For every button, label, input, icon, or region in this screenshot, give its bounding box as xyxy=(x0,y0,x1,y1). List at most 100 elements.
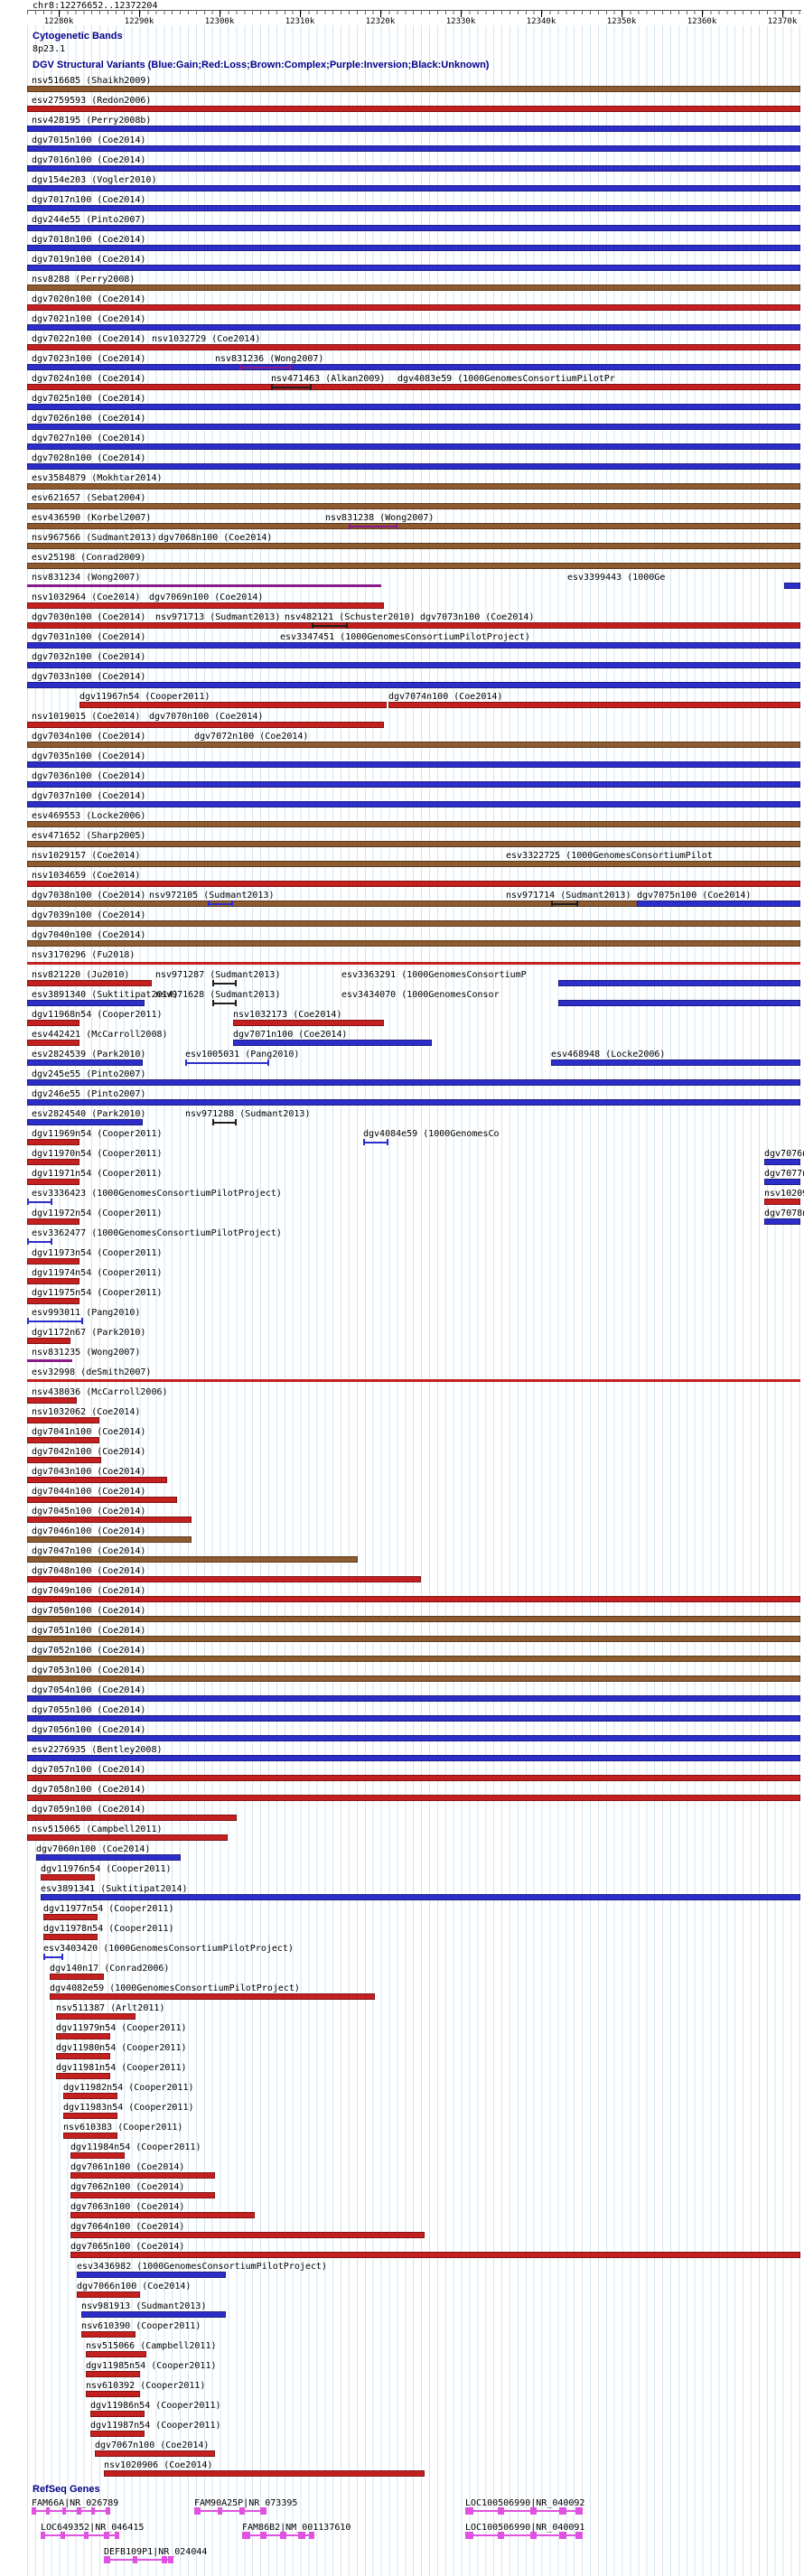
variant-bar[interactable] xyxy=(81,2331,136,2338)
variant-bar[interactable] xyxy=(27,1020,79,1026)
variant-label[interactable]: dgv7071n100 (Coe2014) xyxy=(233,1030,348,1040)
variant-label[interactable]: esv2276935 (Bentley2008) xyxy=(32,1745,163,1755)
variant-label[interactable]: dgv154e203 (Vogler2010) xyxy=(32,175,157,185)
gene-exon[interactable] xyxy=(465,2507,473,2515)
variant-label[interactable]: dgv7016n100 (Coe2014) xyxy=(32,155,146,165)
variant-label[interactable]: dgv11985n54 (Cooper2011) xyxy=(86,2361,217,2371)
variant-label[interactable]: dgv7027n100 (Coe2014) xyxy=(32,434,146,443)
variant-bar[interactable] xyxy=(27,1338,70,1344)
variant-bar[interactable] xyxy=(27,543,800,549)
variant-bar[interactable] xyxy=(27,1119,143,1125)
gene-exon[interactable] xyxy=(575,2507,583,2515)
gene-exon[interactable] xyxy=(559,2507,566,2515)
variant-bar[interactable] xyxy=(27,1238,52,1245)
variant-bar[interactable] xyxy=(27,642,800,649)
gene-exon[interactable] xyxy=(77,2507,81,2515)
variant-bar[interactable] xyxy=(27,185,800,191)
variant-bar[interactable] xyxy=(551,901,578,907)
variant-bar[interactable] xyxy=(27,463,800,470)
variant-label[interactable]: dgv7039n100 (Coe2014) xyxy=(32,910,146,920)
gene-exon[interactable] xyxy=(260,2507,266,2515)
variant-bar[interactable] xyxy=(233,1040,432,1046)
variant-bar[interactable] xyxy=(27,861,800,867)
variant-label[interactable]: dgv7045n100 (Coe2014) xyxy=(32,1507,146,1517)
gene-exon[interactable] xyxy=(309,2532,314,2539)
variant-label[interactable]: dgv11986n54 (Cooper2011) xyxy=(90,2401,221,2411)
variant-label[interactable]: esv1005031 (Pang2010) xyxy=(185,1050,300,1059)
variant-label[interactable]: nsv971713 (Sudmant2013) xyxy=(155,612,281,622)
variant-label[interactable]: esv471652 (Sharp2005) xyxy=(32,831,146,841)
variant-label[interactable]: dgv7015n100 (Coe2014) xyxy=(32,135,146,145)
variant-bar[interactable] xyxy=(43,1934,98,1940)
variant-label[interactable]: nsv438036 (McCarroll2006) xyxy=(32,1387,168,1397)
variant-label[interactable]: dgv7066n100 (Coe2014) xyxy=(77,2282,192,2291)
gene-glyph-line[interactable] xyxy=(465,2534,583,2536)
variant-bar[interactable] xyxy=(784,583,800,589)
variant-label[interactable]: esv2759593 (Redon2006) xyxy=(32,96,152,106)
variant-bar[interactable] xyxy=(637,901,800,907)
gene-exon[interactable] xyxy=(115,2532,119,2539)
variant-bar[interactable] xyxy=(27,781,800,788)
variant-label[interactable]: dgv4084e59 (1000GenomesCo xyxy=(363,1129,500,1139)
variant-label[interactable]: nsv972105 (Sudmant2013) xyxy=(149,891,275,901)
gene-label[interactable]: DEFB109P1|NR_024044 xyxy=(104,2547,208,2557)
variant-label[interactable]: dgv7038n100 (Coe2014) xyxy=(32,891,146,901)
variant-label[interactable]: dgv7053n100 (Coe2014) xyxy=(32,1666,146,1675)
gene-glyph-line[interactable] xyxy=(194,2510,266,2512)
variant-label[interactable]: esv3891340 (Suktitipat2014) xyxy=(32,990,179,1000)
variant-bar[interactable] xyxy=(95,2450,215,2457)
variant-label[interactable]: nsv471463 (Alkan2009) xyxy=(271,374,386,384)
variant-bar[interactable] xyxy=(27,1278,79,1284)
variant-label[interactable]: nsv1032062 (Coe2014) xyxy=(32,1407,141,1417)
variant-bar[interactable] xyxy=(212,1119,237,1125)
variant-bar[interactable] xyxy=(63,2093,117,2099)
variant-label[interactable]: dgv7048n100 (Coe2014) xyxy=(32,1566,146,1576)
gene-exon[interactable] xyxy=(84,2532,89,2539)
variant-label[interactable]: dgv7054n100 (Coe2014) xyxy=(32,1685,146,1695)
variant-label[interactable]: esv993011 (Pang2010) xyxy=(32,1308,141,1318)
variant-bar[interactable] xyxy=(56,2013,136,2020)
variant-label[interactable]: dgv7044n100 (Coe2014) xyxy=(32,1487,146,1497)
variant-bar[interactable] xyxy=(212,980,237,986)
variant-label[interactable]: nsv981913 (Sudmant2013) xyxy=(81,2301,207,2311)
variant-bar[interactable] xyxy=(27,1675,800,1682)
variant-label[interactable]: dgv7072n100 (Coe2014) xyxy=(194,732,309,742)
variant-bar[interactable] xyxy=(558,1000,800,1006)
variant-label[interactable]: dgv7062n100 (Coe2014) xyxy=(70,2182,185,2192)
gene-exon[interactable] xyxy=(106,2507,110,2515)
variant-label[interactable]: esv621657 (Sebat2004) xyxy=(32,493,146,503)
variant-bar[interactable] xyxy=(27,801,800,807)
variant-bar[interactable] xyxy=(27,384,800,390)
variant-label[interactable]: dgv11975n54 (Cooper2011) xyxy=(32,1288,163,1298)
gene-exon[interactable] xyxy=(530,2532,537,2539)
variant-label[interactable]: nsv1020906 (Coe2014) xyxy=(764,1189,804,1199)
variant-bar[interactable] xyxy=(104,2470,425,2477)
variant-bar[interactable] xyxy=(27,1218,79,1225)
gene-glyph-line[interactable] xyxy=(41,2534,119,2536)
variant-label[interactable]: esv3436982 (1000GenomesConsortiumPilotPr… xyxy=(77,2262,327,2272)
variant-bar[interactable] xyxy=(27,1815,237,1821)
variant-label[interactable]: esv3336423 (1000GenomesConsortiumPilotPr… xyxy=(32,1189,282,1199)
variant-label[interactable]: dgv7073n100 (Coe2014) xyxy=(420,612,535,622)
gene-exon[interactable] xyxy=(498,2532,504,2539)
variant-label[interactable]: dgv7034n100 (Coe2014) xyxy=(32,732,146,742)
variant-label[interactable]: nsv8288 (Perry2008) xyxy=(32,275,136,285)
variant-bar[interactable] xyxy=(27,404,800,410)
variant-bar[interactable] xyxy=(349,523,397,529)
variant-label[interactable]: dgv245e55 (Pinto2007) xyxy=(32,1069,146,1079)
variant-label[interactable]: dgv7057n100 (Coe2014) xyxy=(32,1765,146,1775)
variant-bar[interactable] xyxy=(27,1556,358,1563)
variant-label[interactable]: dgv11967n54 (Cooper2011) xyxy=(79,692,210,702)
variant-bar[interactable] xyxy=(27,682,800,688)
variant-label[interactable]: dgv7069n100 (Coe2014) xyxy=(149,593,264,602)
variant-label[interactable]: esv32998 (deSmith2007) xyxy=(32,1367,152,1377)
gene-exon[interactable] xyxy=(575,2532,583,2539)
variant-bar[interactable] xyxy=(27,1099,800,1106)
gene-label[interactable]: LOC100506990|NR_040091 xyxy=(465,2523,585,2533)
gene-exon[interactable] xyxy=(498,2507,504,2515)
variant-bar[interactable] xyxy=(56,2073,110,2079)
variant-label[interactable]: esv436590 (Korbel2007) xyxy=(32,513,152,523)
gene-label[interactable]: FAM86B2|NM_001137610 xyxy=(242,2523,351,2533)
variant-label[interactable]: esv3322725 (1000GenomesConsortiumPilot xyxy=(506,851,713,861)
variant-bar[interactable] xyxy=(86,2371,140,2377)
